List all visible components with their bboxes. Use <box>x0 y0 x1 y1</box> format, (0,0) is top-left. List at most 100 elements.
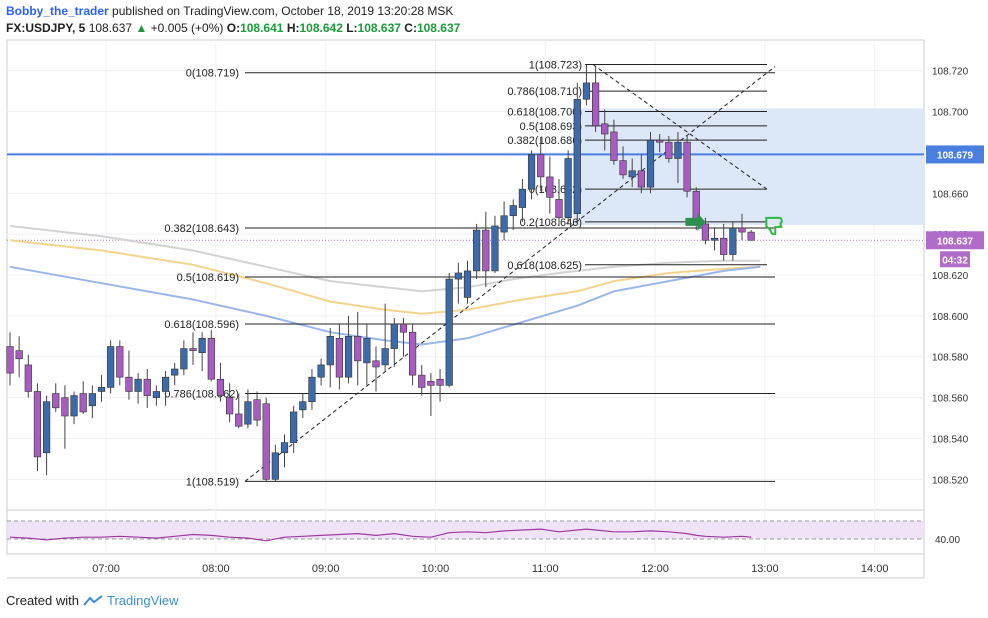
fib-right-label: 0.5(108.693) <box>520 121 582 133</box>
candle-body <box>445 278 453 386</box>
candle-body <box>537 154 545 178</box>
candle-body <box>509 205 517 217</box>
high-value: 108.642 <box>299 21 343 35</box>
fib-right-label: 0.618(108.625) <box>507 260 582 272</box>
candle-body <box>216 378 225 396</box>
candle-body <box>262 403 270 480</box>
footer: Created with TradingView <box>6 593 179 608</box>
rsi-band <box>8 521 923 539</box>
candle-body <box>299 401 307 411</box>
candle-body <box>52 393 60 409</box>
level-price-label: 108.679 <box>937 150 974 161</box>
candle-body <box>710 237 719 241</box>
fib-right-label: 0.2(108.646) <box>520 217 582 229</box>
author-name[interactable]: Bobby_the_trader <box>6 4 109 18</box>
candle-body <box>674 141 682 159</box>
candle-body <box>24 364 32 392</box>
current-price-tag <box>926 231 984 250</box>
candle-body <box>97 387 106 392</box>
ma-grey-line <box>9 225 761 293</box>
candle-body <box>482 229 490 272</box>
fibonacci-levels: 0(108.719) 0.382(108.643) 0.5(108.619) 0.61… <box>164 60 776 488</box>
x-tick-label: 12:00 <box>641 563 669 575</box>
rsi-line <box>9 528 752 542</box>
candle-body <box>582 82 591 100</box>
candle-body <box>143 378 151 396</box>
candle-body <box>564 158 572 219</box>
candle-body <box>491 225 499 272</box>
candle-body <box>454 272 462 280</box>
candle-body <box>308 376 316 402</box>
tradingview-logo-icon <box>83 594 103 606</box>
tradingview-brand[interactable]: TradingView <box>106 593 179 608</box>
candle-body <box>15 350 23 360</box>
time-axis: 07:00 08:00 09:00 10:00 11:00 12:00 13:00 14:00 <box>92 563 888 575</box>
green-arrow-icon <box>685 212 706 231</box>
candle-body <box>354 336 362 362</box>
fib-right-label: 1(108.723) <box>529 60 582 72</box>
candle-body <box>427 380 435 386</box>
candle-body <box>253 399 261 421</box>
candle-body <box>646 139 655 188</box>
low-value: 108.637 <box>357 21 401 35</box>
y-tick-label: 108.560 <box>932 394 969 405</box>
candles <box>6 64 755 482</box>
candle-body <box>729 227 737 255</box>
candle-body <box>180 348 188 370</box>
candle-body <box>171 368 179 376</box>
rsi-indicator: 40.00 <box>7 520 960 546</box>
fib-left-label: 0.382(108.643) <box>164 223 239 235</box>
candle-body <box>628 170 636 178</box>
candle-body <box>363 338 371 364</box>
fib-right-label: 0.382(108.686) <box>507 135 582 147</box>
fib-left-label: 1(108.519) <box>186 476 239 488</box>
fib-right-label: 0.786(108.710) <box>507 86 582 98</box>
candle-body <box>665 141 673 159</box>
candle-body <box>280 442 289 454</box>
y-tick-label: 108.620 <box>932 271 969 282</box>
x-tick-label: 08:00 <box>202 563 230 575</box>
open-label: O: <box>226 21 241 35</box>
candle-body <box>161 376 170 392</box>
low-label: L: <box>346 21 358 35</box>
fib-left-label: 0.5(108.619) <box>177 272 239 284</box>
x-tick-label: 07:00 <box>92 563 120 575</box>
candle-body <box>189 348 197 351</box>
up-arrow-icon: ▲ <box>135 21 148 35</box>
candle-body <box>683 141 691 192</box>
candle-body <box>152 391 161 398</box>
candle-body <box>518 188 526 208</box>
high-label: H: <box>286 21 300 35</box>
price-change: +0.005 (+0%) <box>150 21 224 35</box>
y-tick-label: 108.580 <box>932 353 969 364</box>
candle-body <box>637 170 645 188</box>
candle-body <box>418 374 426 388</box>
moving-averages <box>9 225 761 346</box>
countdown-label: 04:32 <box>942 255 968 266</box>
close-value: 108.637 <box>416 21 461 35</box>
candle-body <box>738 227 746 233</box>
candle-body <box>381 348 389 366</box>
published-text: published on TradingView.com, October 18… <box>112 4 454 18</box>
candle-body <box>226 397 234 415</box>
created-with-text: Created with <box>6 593 79 608</box>
countdown-tag <box>940 251 970 268</box>
candle-body <box>317 364 325 378</box>
candle-body <box>656 139 664 143</box>
chart-header: Bobby_the_trader published on TradingVie… <box>6 3 976 37</box>
candle-body <box>573 98 581 214</box>
candle-body <box>436 378 444 386</box>
candle-body <box>527 154 536 190</box>
candle-body <box>235 413 243 427</box>
candle-body <box>747 231 755 241</box>
y-tick-label: 108.720 <box>932 67 969 78</box>
ma-yellow-line <box>9 239 761 315</box>
candle-body <box>335 338 344 378</box>
symbol-label: FX:USDJPY, 5 <box>6 21 86 35</box>
candle-body <box>372 360 380 368</box>
x-tick-label: 14:00 <box>861 563 889 575</box>
thumbs-down-icon <box>765 216 783 236</box>
candle-body <box>344 336 353 378</box>
price-axis: 108.720108.700108.680108.660108.640108.6… <box>926 67 984 486</box>
